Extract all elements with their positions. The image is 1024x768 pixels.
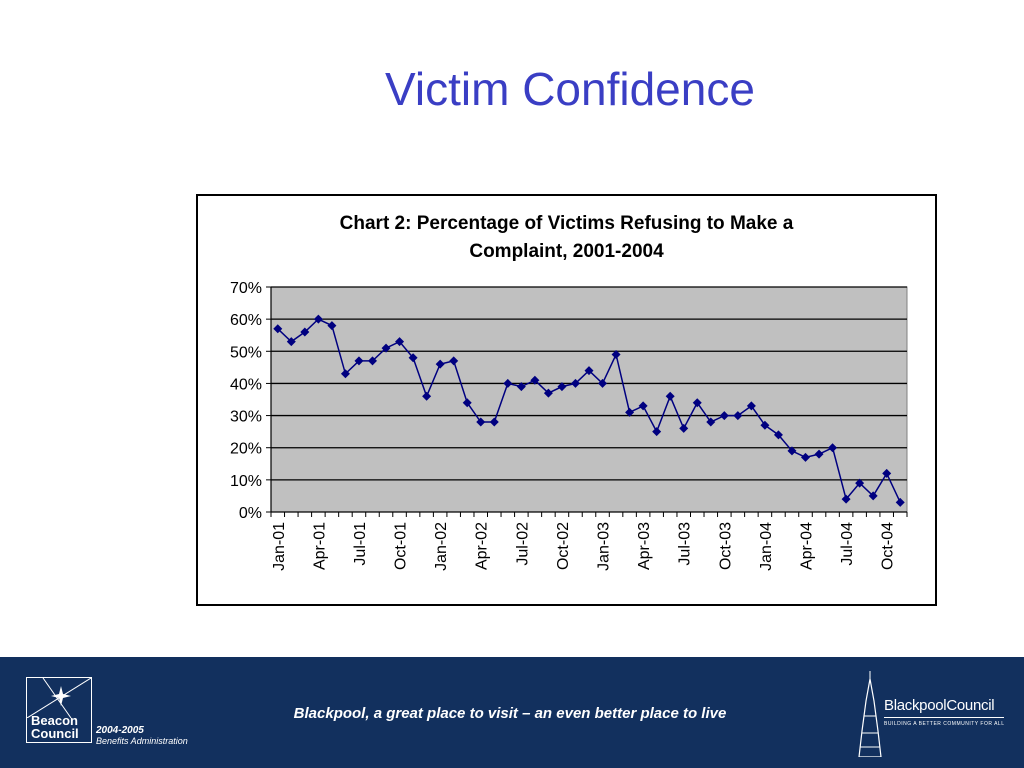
council-divider [884, 717, 1004, 718]
data-point [557, 382, 567, 392]
data-point [516, 382, 526, 392]
data-point [340, 369, 350, 379]
data-point [882, 468, 892, 478]
data-point [692, 398, 702, 408]
x-tick-label: Oct-02 [555, 522, 572, 570]
data-point [286, 337, 296, 347]
council-subtitle: BUILDING A BETTER COMMUNITY FOR ALL [884, 721, 1005, 727]
data-point [801, 452, 811, 462]
data-point [476, 417, 486, 427]
y-tick-label: 50% [230, 344, 262, 361]
data-point [665, 391, 675, 401]
blackpool-tower-icon [858, 671, 882, 757]
data-point [679, 423, 689, 433]
beacon-line2: Council [31, 726, 79, 741]
x-tick-label: Jul-01 [352, 522, 369, 566]
footer-bar: Beacon Council 2004-2005 Benefits Admini… [0, 657, 1024, 768]
data-point [611, 350, 621, 359]
x-tick-label: Apr-01 [311, 522, 328, 570]
data-point [300, 327, 310, 337]
slide-title: Victim Confidence [385, 63, 755, 115]
x-tick-label: Jan-01 [271, 522, 288, 571]
y-tick-label: 0% [239, 505, 262, 522]
x-tick-label: Apr-02 [474, 522, 491, 570]
data-point [868, 491, 878, 501]
x-tick-label: Jul-02 [514, 522, 531, 566]
plot-area [270, 286, 908, 513]
data-point [828, 443, 838, 453]
data-point [354, 356, 364, 366]
data-point [773, 430, 783, 440]
y-tick-label: 70% [230, 280, 262, 297]
footer-tagline: Blackpool, a great place to visit – an e… [293, 705, 727, 722]
beacon-council-logo: Beacon Council [26, 677, 92, 743]
beacon-years: 2004-2005 [96, 725, 144, 736]
data-point [543, 388, 553, 398]
y-tick-label: 10% [230, 473, 262, 490]
line-chart: 0% 10% 20% 30% 40% 50% 60% 70% Jan-01 Apr-01 Jul-0… [230, 280, 908, 571]
data-point [273, 324, 283, 334]
data-point [814, 449, 824, 459]
data-point [408, 353, 418, 363]
data-point [841, 494, 851, 504]
data-point [489, 417, 499, 427]
data-point [760, 420, 770, 430]
data-point [462, 398, 472, 408]
x-tick-label: Jan-02 [433, 522, 450, 571]
data-point [638, 401, 648, 411]
x-tick-label: Jul-03 [677, 522, 694, 566]
data-point [381, 343, 391, 353]
beacon-subtitle: Benefits Administration [96, 736, 188, 746]
data-point [435, 359, 445, 369]
data-point [584, 366, 594, 376]
data-point [625, 407, 635, 417]
beacon-star-icon [27, 678, 91, 718]
data-point [570, 378, 580, 388]
x-tick-label: Apr-04 [799, 522, 816, 570]
x-tick-label: Apr-03 [636, 522, 653, 570]
data-point [313, 314, 323, 324]
x-tick-label: Jan-04 [758, 522, 775, 571]
data-point [733, 411, 743, 421]
chart-title: Chart 2: Percentage of Victims Refusing … [196, 210, 937, 266]
data-point [652, 427, 662, 437]
x-tick-label: Oct-03 [717, 522, 734, 570]
x-tick-label: Oct-04 [880, 522, 897, 570]
data-point [706, 417, 716, 427]
x-tick-label: Jan-03 [596, 522, 613, 571]
data-point [787, 446, 797, 456]
data-point [367, 356, 377, 366]
data-point [449, 356, 459, 366]
y-tick-label: 60% [230, 312, 262, 329]
y-tick-label: 20% [230, 441, 262, 458]
y-tick-label: 40% [230, 376, 262, 393]
data-point [327, 321, 337, 331]
beacon-line1: Beacon [31, 713, 78, 728]
data-point [395, 337, 405, 347]
council-name: BlackpoolCouncil [884, 697, 995, 714]
data-point [598, 378, 608, 388]
data-point [855, 478, 865, 488]
x-tick-label: Jul-04 [839, 522, 856, 566]
data-point [422, 391, 432, 401]
x-tick-label: Oct-01 [393, 522, 410, 570]
data-point [746, 401, 756, 411]
y-tick-label: 30% [230, 409, 262, 426]
chart-title-line2: Complaint, 2001-2004 [469, 241, 664, 262]
chart-title-line1: Chart 2: Percentage of Victims Refusing … [339, 213, 794, 234]
data-point [530, 375, 540, 385]
data-point [895, 497, 905, 507]
data-point [503, 378, 513, 388]
data-point [719, 411, 729, 421]
